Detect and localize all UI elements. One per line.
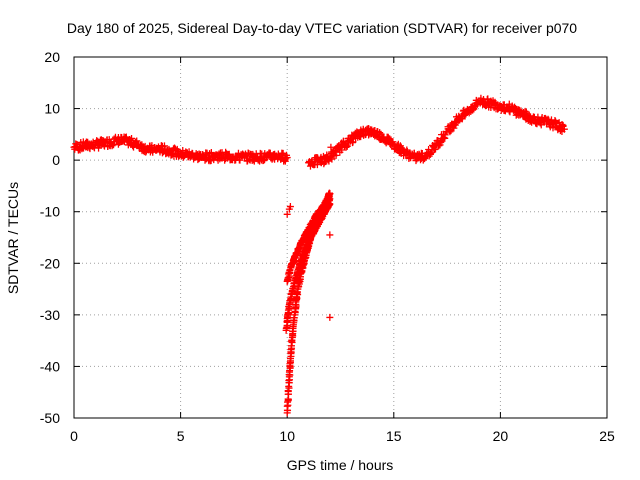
- x-tick-label: 15: [386, 428, 402, 444]
- y-tick-label: -50: [40, 410, 60, 426]
- recovery-band-point: [441, 134, 449, 142]
- recovery-band-point: [320, 158, 328, 166]
- recovery-band-point: [410, 149, 418, 157]
- dip-curve-1-point: [285, 368, 293, 376]
- y-tick-label: -10: [40, 204, 60, 220]
- isolated-point: [326, 313, 334, 321]
- main-band-point: [282, 155, 290, 163]
- main-band-point: [128, 134, 136, 142]
- recovery-band-point: [376, 129, 384, 137]
- x-tick-label: 5: [177, 428, 185, 444]
- isolated-point: [327, 143, 335, 151]
- x-axis-label: GPS time / hours: [287, 457, 394, 473]
- x-tick-label: 0: [70, 428, 78, 444]
- main-band-point: [279, 150, 287, 158]
- isolated-point: [326, 231, 334, 239]
- x-tick-label: 20: [493, 428, 509, 444]
- recovery-band-point: [559, 121, 567, 129]
- isolated-point: [283, 210, 291, 218]
- data-points: [70, 94, 568, 417]
- plot-frame: [73, 56, 608, 419]
- y-tick-label: 0: [52, 152, 60, 168]
- recovery-band-point: [549, 124, 557, 132]
- x-tick-label: 10: [279, 428, 295, 444]
- dip-curve-3-point: [326, 195, 334, 203]
- y-tick-label: 10: [44, 101, 60, 117]
- main-band-point: [283, 154, 291, 162]
- recovery-band-point: [446, 128, 454, 136]
- y-axis-label: SDTVAR / TECUs: [5, 182, 21, 294]
- recovery-band-point: [560, 125, 568, 133]
- recovery-band-point: [432, 145, 440, 153]
- recovery-band-point: [332, 151, 340, 159]
- main-band-point: [236, 156, 244, 164]
- recovery-band-point: [419, 156, 427, 164]
- main-band-point: [160, 142, 168, 150]
- main-band-point: [72, 140, 80, 148]
- y-tick-label: -20: [40, 255, 60, 271]
- y-tick-label: 20: [44, 49, 60, 65]
- y-tick-label: -30: [40, 307, 60, 323]
- y-tick-label: -40: [40, 358, 60, 374]
- recovery-band-point: [544, 115, 552, 123]
- x-tick-labels: 0 5 10 15 20 25: [70, 428, 615, 444]
- recovery-band-point: [349, 138, 357, 146]
- chart-title: Day 180 of 2025, Sidereal Day-to-day VTE…: [67, 20, 577, 36]
- x-tick-label: 25: [599, 428, 615, 444]
- main-band-point: [108, 142, 116, 150]
- isolated-point: [286, 203, 294, 211]
- y-tick-labels: 20 10 0 -10 -20 -30 -40 -50: [40, 49, 60, 426]
